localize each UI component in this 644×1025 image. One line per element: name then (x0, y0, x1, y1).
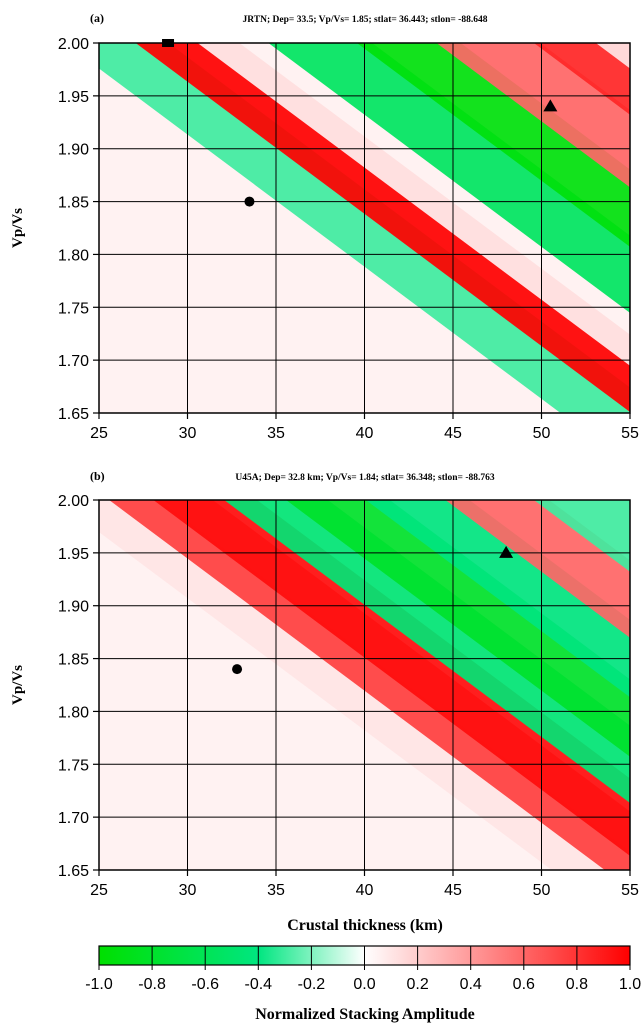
colorbar-tick-label: -0.4 (245, 976, 273, 993)
x-tick-label: 50 (533, 882, 551, 899)
y-tick-label: 1.70 (58, 810, 89, 827)
y-tick-label: 1.75 (58, 300, 89, 317)
heatmap-band (197, 43, 630, 366)
panel-a-label: (a) (90, 11, 104, 25)
x-tick-label: 35 (267, 882, 285, 899)
panel-a: (a) JRTN; Dep= 33.5; Vp/Vs= 1.85; stlat=… (10, 11, 639, 442)
y-tick-label: 1.80 (58, 247, 89, 264)
heatmap-band (286, 500, 630, 757)
panel-a-ylabel: Vp/Vs (10, 208, 26, 248)
colorbar-tick-label: 0.2 (406, 976, 428, 993)
heatmap-band (356, 43, 630, 247)
x-tick-label: 50 (533, 425, 551, 442)
y-tick-label: 1.65 (58, 406, 89, 423)
x-tick-label: 55 (621, 882, 639, 899)
x-tick-label: 40 (356, 882, 374, 899)
colorbar-tick-label: -1.0 (85, 976, 113, 993)
heatmap-band (224, 500, 630, 803)
y-tick-label: 2.00 (58, 493, 89, 510)
x-tick-label: 25 (90, 882, 108, 899)
panel-b-label: (b) (90, 469, 105, 483)
colorbar-label: Normalized Stacking Amplitude (255, 1006, 475, 1023)
x-tick-label: 35 (267, 425, 285, 442)
panel-a-markers (162, 39, 558, 207)
panel-b-title: U45A; Dep= 32.8 km; Vp/Vs= 1.84; stlat= … (235, 473, 494, 483)
panel-a-title: JRTN; Dep= 33.5; Vp/Vs= 1.85; stlat= 36.… (243, 15, 488, 25)
heatmap-band (436, 43, 630, 188)
y-tick-label: 1.75 (58, 757, 89, 774)
panel-b: (b) U45A; Dep= 32.8 km; Vp/Vs= 1.84; stl… (10, 469, 639, 934)
colorbar-tick-label: 1.0 (619, 976, 641, 993)
y-tick-label: 1.80 (58, 704, 89, 721)
panel-b-markers (232, 545, 514, 675)
heatmap-band (445, 500, 630, 638)
colorbar: -1.0 -0.8 -0.6 -0.4 -0.2 0.0 0.2 0.4 0.6 0.8 1.0 N… (85, 945, 641, 1023)
best-fit-circle-marker (244, 196, 255, 207)
triangle-marker (499, 545, 514, 558)
x-tick-label: 25 (90, 425, 108, 442)
colorbar-tick-label: 0.4 (460, 976, 482, 993)
panel-a-ticks: 25 30 35 40 45 50 55 1.65 1.70 1.75 1.80 1.85 1.90 1.… (58, 36, 639, 442)
triangle-marker (543, 99, 558, 112)
y-tick-label: 2.00 (58, 36, 89, 53)
colorbar-tick-label: 0.6 (513, 976, 535, 993)
colorbar-tick-label: -0.2 (298, 976, 326, 993)
square-marker (162, 39, 175, 47)
y-tick-label: 1.85 (58, 195, 89, 212)
heatmap-band (533, 43, 630, 115)
colorbar-tick-label: 0.0 (353, 976, 375, 993)
y-tick-label: 1.95 (58, 89, 89, 106)
panel-b-ticks: 25 30 35 40 45 50 55 1.65 1.70 1.75 1.80 1.85 1.90 1.… (58, 493, 639, 899)
colorbar-ticks: -1.0 -0.8 -0.6 -0.4 -0.2 0.0 0.2 0.4 0.6 0.8 1.0 (85, 946, 641, 993)
panel-b-ylabel: Vp/Vs (10, 665, 26, 705)
y-tick-label: 1.90 (58, 142, 89, 159)
colorbar-tick-label: -0.8 (138, 976, 166, 993)
colorbar-tick-label: -0.6 (191, 976, 219, 993)
x-tick-label: 45 (444, 882, 462, 899)
y-tick-label: 1.65 (58, 863, 89, 880)
heatmap-band (135, 43, 630, 413)
y-tick-label: 1.95 (58, 546, 89, 563)
colorbar-tick-label: 0.8 (566, 976, 588, 993)
x-tick-label: 40 (356, 425, 374, 442)
best-fit-circle-marker (232, 664, 243, 675)
x-tick-label: 30 (179, 882, 197, 899)
y-tick-label: 1.90 (58, 599, 89, 616)
panel-b-xlabel: Crustal thickness (km) (287, 917, 443, 934)
panel-b-heatmap (99, 500, 630, 870)
x-tick-label: 55 (621, 425, 639, 442)
y-tick-label: 1.70 (58, 353, 89, 370)
x-tick-label: 45 (444, 425, 462, 442)
heatmap-band (99, 500, 630, 870)
panel-a-heatmap (99, 43, 630, 413)
heatmap-band (533, 500, 630, 572)
x-tick-label: 30 (179, 425, 197, 442)
heatmap-band (268, 43, 630, 313)
y-tick-label: 1.85 (58, 652, 89, 669)
